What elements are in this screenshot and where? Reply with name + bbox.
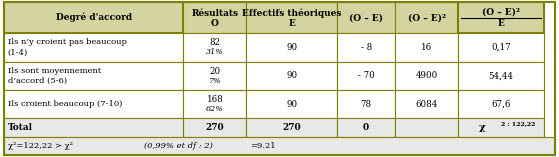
Text: 20: 20 [209, 67, 220, 76]
FancyBboxPatch shape [337, 2, 395, 33]
Text: 90: 90 [286, 43, 297, 52]
Text: 270: 270 [282, 123, 301, 132]
Text: 0,17: 0,17 [491, 43, 511, 52]
FancyBboxPatch shape [337, 119, 395, 137]
FancyBboxPatch shape [247, 119, 337, 137]
Text: 90: 90 [286, 100, 297, 109]
FancyBboxPatch shape [337, 62, 395, 90]
FancyBboxPatch shape [4, 137, 555, 155]
Text: E: E [498, 19, 504, 28]
Text: 7%: 7% [209, 77, 221, 85]
Text: (O – E)²: (O – E)² [408, 13, 446, 22]
FancyBboxPatch shape [183, 119, 247, 137]
FancyBboxPatch shape [247, 62, 337, 90]
FancyBboxPatch shape [4, 119, 183, 137]
Text: Résultats: Résultats [191, 9, 238, 18]
Text: - 70: - 70 [358, 71, 375, 80]
FancyBboxPatch shape [4, 2, 183, 33]
FancyBboxPatch shape [4, 90, 183, 119]
Text: 78: 78 [361, 100, 372, 109]
Text: 0: 0 [363, 123, 369, 132]
FancyBboxPatch shape [183, 33, 247, 62]
FancyBboxPatch shape [247, 33, 337, 62]
Text: (1-4): (1-4) [8, 48, 28, 56]
Text: 54,44: 54,44 [489, 71, 513, 80]
Text: 16: 16 [421, 43, 432, 52]
Text: 168: 168 [206, 95, 223, 104]
FancyBboxPatch shape [458, 119, 543, 137]
Text: 90: 90 [286, 71, 297, 80]
Text: (O – E)²: (O – E)² [482, 8, 520, 17]
FancyBboxPatch shape [458, 33, 543, 62]
FancyBboxPatch shape [395, 62, 458, 90]
Text: Effectifs théoriques: Effectifs théoriques [242, 8, 342, 18]
Text: E: E [288, 19, 295, 28]
Text: χ²=122,22 > χ²: χ²=122,22 > χ² [8, 142, 75, 150]
Text: 31%: 31% [206, 48, 224, 56]
Text: Total: Total [8, 123, 33, 132]
Text: 2 : 122,22: 2 : 122,22 [501, 121, 536, 126]
FancyBboxPatch shape [247, 2, 337, 33]
FancyBboxPatch shape [395, 33, 458, 62]
Text: 62%: 62% [206, 105, 224, 113]
Text: Ils sont moyennement: Ils sont moyennement [8, 67, 101, 75]
Text: Degré d'accord: Degré d'accord [56, 13, 132, 22]
Text: 270: 270 [206, 123, 224, 132]
Text: χ: χ [479, 123, 486, 132]
Text: Ils n’y croient pas beaucoup: Ils n’y croient pas beaucoup [8, 38, 127, 46]
Text: (0,99% et df : 2): (0,99% et df : 2) [144, 142, 212, 150]
Text: (O – E): (O – E) [349, 13, 383, 22]
Text: 4900: 4900 [415, 71, 438, 80]
FancyBboxPatch shape [458, 62, 543, 90]
Text: d’accord (5-6): d’accord (5-6) [8, 77, 67, 85]
FancyBboxPatch shape [337, 90, 395, 119]
FancyBboxPatch shape [337, 33, 395, 62]
Text: Ils croient beaucoup (7-10): Ils croient beaucoup (7-10) [8, 100, 122, 108]
FancyBboxPatch shape [458, 90, 543, 119]
Text: 67,6: 67,6 [491, 100, 510, 109]
FancyBboxPatch shape [247, 90, 337, 119]
FancyBboxPatch shape [4, 62, 183, 90]
FancyBboxPatch shape [395, 90, 458, 119]
Text: 6084: 6084 [415, 100, 438, 109]
Text: 82: 82 [209, 38, 220, 47]
FancyBboxPatch shape [4, 33, 183, 62]
Text: - 8: - 8 [361, 43, 372, 52]
FancyBboxPatch shape [395, 2, 458, 33]
Text: O: O [211, 19, 219, 28]
FancyBboxPatch shape [183, 90, 247, 119]
FancyBboxPatch shape [458, 2, 543, 33]
Text: =9.21: =9.21 [250, 142, 276, 150]
FancyBboxPatch shape [395, 119, 458, 137]
FancyBboxPatch shape [183, 62, 247, 90]
FancyBboxPatch shape [183, 2, 247, 33]
